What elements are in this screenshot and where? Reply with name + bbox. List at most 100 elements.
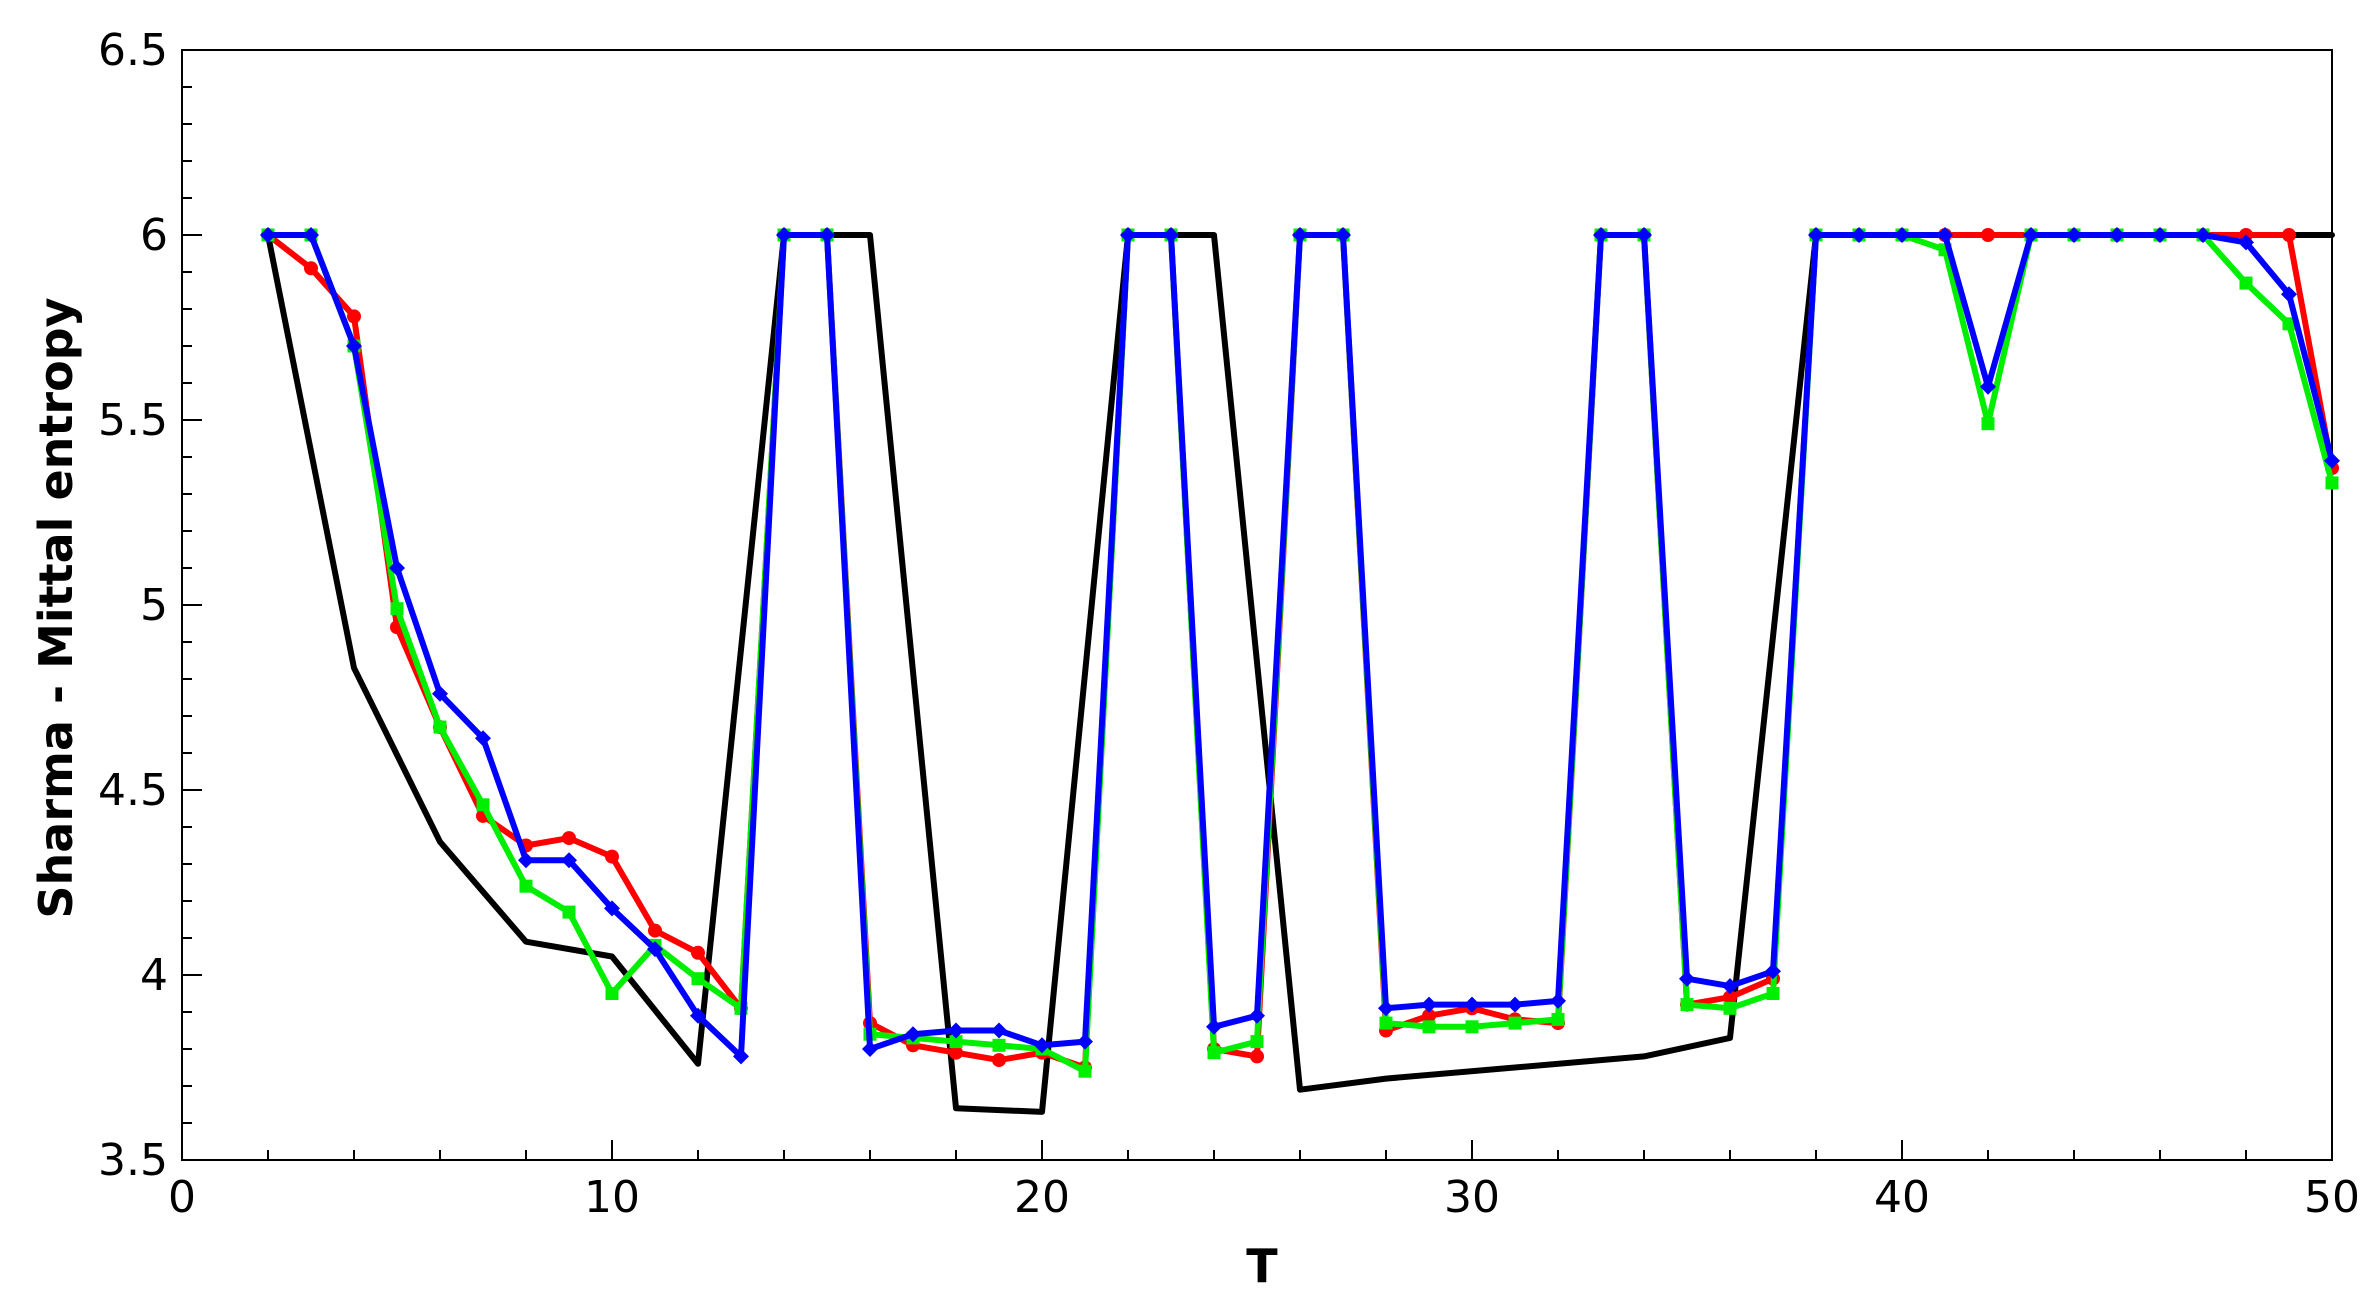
data-point (733, 1048, 749, 1065)
data-point (519, 879, 533, 893)
data-point (776, 227, 792, 243)
data-point (562, 831, 576, 846)
series-3-line (265, 232, 2335, 1075)
data-point (992, 1038, 1006, 1052)
x-tick-label: 30 (1444, 1172, 1500, 1223)
data-point (1163, 227, 1179, 243)
data-point (2281, 286, 2297, 303)
data-point (346, 338, 362, 354)
data-point (691, 972, 705, 986)
y-tick-label: 4.5 (98, 765, 168, 816)
data-point (1766, 987, 1780, 1000)
data-point (304, 261, 318, 276)
data-point (389, 560, 405, 576)
series-1-line (265, 232, 2335, 1115)
data-point (1078, 1064, 1092, 1078)
data-point (648, 923, 662, 938)
data-point (562, 905, 576, 919)
x-axis-title: T (1246, 1239, 1278, 1293)
data-point (1464, 996, 1480, 1013)
data-point (2325, 476, 2339, 490)
x-axis: 0 10 20 30 40 50 (168, 1140, 2360, 1223)
data-point (1507, 996, 1523, 1013)
data-point (347, 309, 361, 324)
data-point (1378, 1000, 1394, 1017)
data-point (1551, 1012, 1565, 1026)
data-point (1765, 963, 1781, 980)
data-point (390, 602, 404, 616)
data-point (2023, 227, 2039, 243)
data-point (1723, 1001, 1737, 1015)
data-point (2324, 452, 2340, 469)
data-point (647, 941, 663, 958)
data-point (432, 685, 448, 702)
data-point (1422, 1008, 1436, 1023)
x-tick-label: 10 (584, 1172, 640, 1223)
data-point (433, 720, 447, 734)
data-point (1421, 996, 1437, 1013)
data-point (2195, 227, 2211, 243)
data-point (992, 1053, 1006, 1068)
y-axis: 3.5 4 4.5 5 5.5 6 6.5 (98, 25, 202, 1186)
data-point (476, 798, 490, 812)
y-tick-label: 3.5 (98, 1135, 168, 1186)
data-point (1206, 1018, 1222, 1035)
data-point (948, 1022, 964, 1039)
series-4 (260, 227, 2340, 1065)
data-point (1508, 1016, 1522, 1030)
y-tick-label: 4 (140, 950, 168, 1001)
data-point (1249, 1007, 1265, 1024)
data-point (1723, 990, 1737, 1005)
data-point (518, 852, 534, 869)
y-tick-label: 6.5 (98, 25, 168, 76)
y-tick-label: 5.5 (98, 395, 168, 446)
data-point (1250, 1049, 1264, 1064)
series-2-line (265, 232, 2335, 1071)
data-point (1379, 1016, 1393, 1030)
data-point (2109, 227, 2125, 243)
data-point (949, 1035, 963, 1049)
data-point (949, 1045, 963, 1060)
y-axis-title: Sharma - Mittal entropy (29, 297, 83, 918)
data-point (1422, 1020, 1436, 1034)
data-point (605, 987, 619, 1000)
data-point (1722, 978, 1738, 995)
data-point (1120, 227, 1136, 243)
y-tick-label: 6 (140, 210, 168, 261)
data-point (1894, 227, 1910, 243)
data-point (1981, 417, 1995, 431)
data-point (1981, 228, 1995, 242)
data-point (2066, 227, 2082, 243)
data-point (475, 730, 491, 747)
data-point (1980, 378, 1996, 395)
x-tick-label: 20 (1014, 1172, 1070, 1223)
x-tick-label: 0 (168, 1172, 196, 1223)
data-point (1679, 970, 1695, 987)
data-point (561, 852, 577, 869)
data-point (1808, 227, 1824, 243)
data-point (605, 849, 619, 864)
x-tick-label: 40 (1874, 1172, 1930, 1223)
data-point (2239, 276, 2253, 290)
data-point (862, 1041, 878, 1057)
data-point (2238, 234, 2254, 251)
data-point (1851, 227, 1867, 243)
data-point (2282, 317, 2296, 331)
data-point (691, 945, 705, 960)
data-point (991, 1022, 1007, 1039)
y-tick-label: 5 (140, 580, 168, 631)
series-1 (265, 232, 2335, 1115)
data-point (1680, 998, 1694, 1012)
data-point (1077, 1033, 1093, 1050)
series-layer (260, 227, 2340, 1115)
data-point (1550, 992, 1566, 1009)
data-point (819, 227, 835, 243)
data-point (1292, 227, 1308, 243)
data-point (905, 1026, 921, 1043)
data-point (1937, 227, 1953, 243)
data-point (1250, 1035, 1264, 1049)
data-point (1636, 227, 1652, 243)
data-point (260, 227, 276, 243)
data-point (1465, 1020, 1479, 1034)
